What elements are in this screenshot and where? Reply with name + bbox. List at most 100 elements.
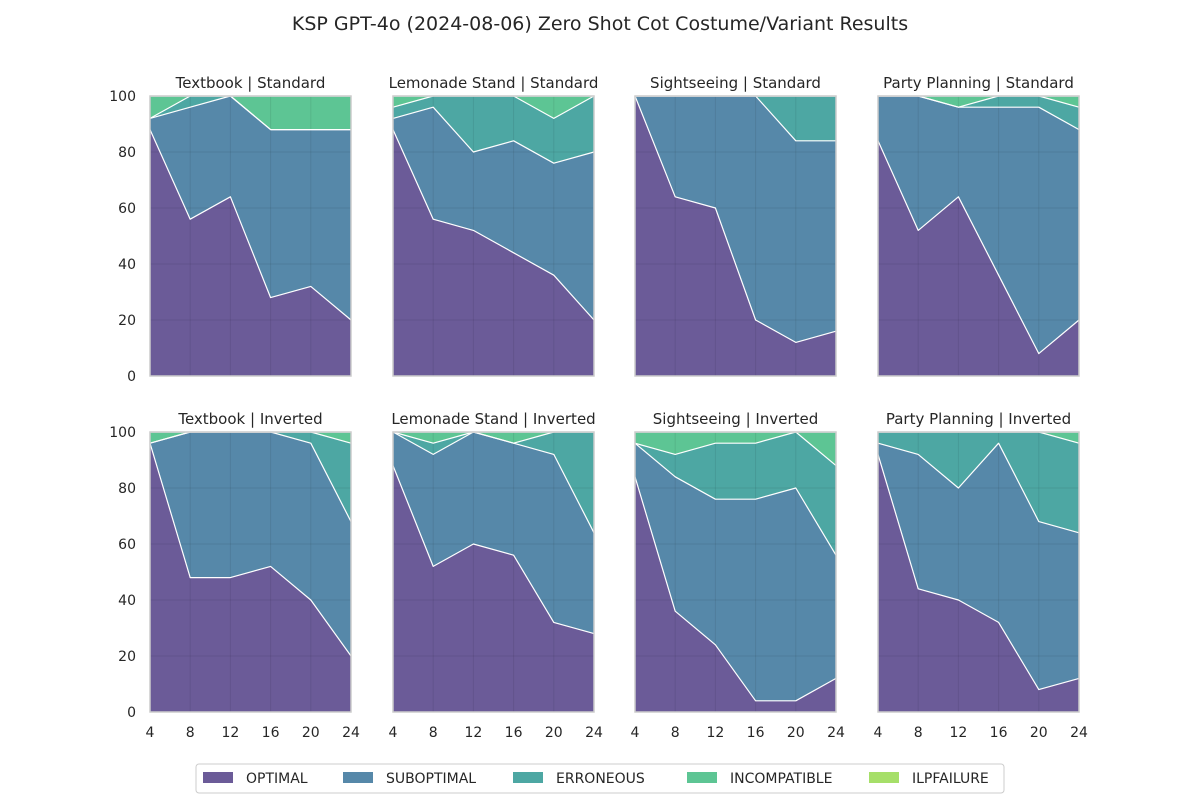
area-suboptimal <box>150 96 351 320</box>
legend: OPTIMAL SUBOPTIMAL ERRONEOUS INCOMPATIBLE IL… <box>195 763 1005 794</box>
panel-title: Textbook | Inverted <box>177 410 322 428</box>
panel-title: Lemonade Stand | Standard <box>389 74 599 92</box>
area-suboptimal <box>393 107 594 320</box>
area-optimal <box>150 443 351 712</box>
panel-sightseeing-inverted: Sightseeing | Inverted 4 8 12 16 20 24 <box>631 410 845 741</box>
area-optimal <box>393 129 594 376</box>
x-tick-label: 16 <box>747 725 765 741</box>
panel-title: Sightseeing | Standard <box>650 74 821 92</box>
edge-erroneous <box>149 95 351 131</box>
y-tick-label: 100 <box>109 89 136 105</box>
edge-suboptimal <box>392 106 595 164</box>
panel-textbook-inverted: Textbook | Inverted 0 20 40 60 80 100 4 8 12 16 20 2… <box>109 410 360 741</box>
y-tick-label: 60 <box>118 201 136 217</box>
panel-lemonade-stand-inverted: Lemonade Stand | Inverted 4 8 12 16 20 24 <box>389 410 603 741</box>
y-tick-label: 80 <box>118 481 136 497</box>
legend-swatch <box>343 772 373 783</box>
legend-label: SUBOPTIMAL <box>386 771 476 787</box>
panel-title: Lemonade Stand | Inverted <box>391 410 595 428</box>
area-suboptimal <box>878 443 1079 690</box>
x-tick-label: 12 <box>221 725 239 741</box>
x-tick-label: 24 <box>1070 725 1088 741</box>
legend-label: INCOMPATIBLE <box>730 771 832 787</box>
panel-frame <box>634 95 837 377</box>
figure-title: KSP GPT-4o (2024-08-06) Zero Shot Cot Co… <box>292 13 908 35</box>
legend-item-ilpfailure: ILPFAILURE <box>869 771 989 787</box>
x-tick-label: 24 <box>827 725 845 741</box>
legend-swatch <box>687 772 717 783</box>
x-tick-label: 12 <box>706 725 724 741</box>
y-tick-label: 0 <box>127 369 136 385</box>
area-optimal <box>150 129 351 376</box>
legend-swatch <box>513 772 543 783</box>
panel-frame <box>392 95 595 377</box>
x-tick-label: 20 <box>787 725 805 741</box>
panel-party-planning-standard: Party Planning | Standard <box>877 74 1080 377</box>
edge-optimal <box>634 476 837 702</box>
panel-frame <box>634 431 837 713</box>
x-tick-label: 24 <box>585 725 603 741</box>
area-erroneous <box>393 96 594 164</box>
legend-label: ILPFAILURE <box>912 771 989 787</box>
panel-title: Party Planning | Inverted <box>886 410 1071 428</box>
edge-optimal <box>392 129 595 321</box>
x-tick-label: 8 <box>186 725 195 741</box>
y-tick-label: 80 <box>118 145 136 161</box>
x-tick-label: 4 <box>874 725 883 741</box>
legend-label: OPTIMAL <box>246 771 308 787</box>
area-optimal <box>635 476 836 712</box>
panel-frame <box>149 431 352 713</box>
area-erroneous <box>635 432 836 556</box>
legend-label: ERRONEOUS <box>556 771 645 787</box>
x-tick-label: 16 <box>990 725 1008 741</box>
edge-optimal <box>877 140 1080 355</box>
area-suboptimal <box>635 443 836 701</box>
edge-optimal <box>634 95 837 343</box>
x-tick-label: 8 <box>671 725 680 741</box>
area-incompatible <box>878 432 1079 444</box>
x-tick-label: 8 <box>429 725 438 741</box>
area-erroneous <box>878 96 1079 130</box>
edge-optimal <box>877 454 1080 691</box>
y-tick-label: 40 <box>118 257 136 273</box>
panel-frame <box>149 95 352 377</box>
x-tick-label: 16 <box>262 725 280 741</box>
legend-frame <box>195 763 1005 794</box>
x-tick-label: 20 <box>545 725 563 741</box>
area-optimal <box>635 96 836 376</box>
x-tick-label: 12 <box>949 725 967 741</box>
y-tick-label: 60 <box>118 537 136 553</box>
x-tick-label: 8 <box>914 725 923 741</box>
area-suboptimal <box>150 432 351 656</box>
legend-swatch <box>869 772 899 783</box>
legend-item-suboptimal: SUBOPTIMAL <box>343 771 476 787</box>
panel-title: Textbook | Standard <box>175 74 326 92</box>
edge-erroneous <box>634 431 837 467</box>
edge-suboptimal <box>877 442 1080 534</box>
panel-textbook-standard: Textbook | Standard 0 20 40 60 80 100 <box>109 74 352 385</box>
area-erroneous <box>878 432 1079 533</box>
panel-title: Party Planning | Standard <box>883 74 1074 92</box>
y-tick-label: 20 <box>118 313 136 329</box>
x-tick-label: 4 <box>146 725 155 741</box>
area-optimal <box>878 454 1079 712</box>
edge-optimal <box>392 465 595 635</box>
panel-frame <box>877 95 1080 377</box>
area-optimal <box>878 140 1079 376</box>
legend-item-incompatible: INCOMPATIBLE <box>687 771 832 787</box>
x-tick-label: 12 <box>464 725 482 741</box>
panel-lemonade-stand-standard: Lemonade Stand | Standard <box>389 74 599 377</box>
x-tick-label: 4 <box>631 725 640 741</box>
edge-optimal <box>149 129 352 321</box>
panel-party-planning-inverted: Party Planning | Inverted 4 8 12 16 20 24 <box>874 410 1088 741</box>
area-erroneous <box>393 432 594 533</box>
panel-sightseeing-standard: Sightseeing | Standard <box>634 74 837 377</box>
y-tick-label: 20 <box>118 649 136 665</box>
edge-optimal <box>149 443 352 657</box>
area-suboptimal <box>878 96 1079 354</box>
panel-title: Sightseeing | Inverted <box>653 410 819 428</box>
area-incompatible <box>150 432 351 444</box>
legend-item-optimal: OPTIMAL <box>203 771 308 787</box>
x-tick-label: 24 <box>342 725 360 741</box>
